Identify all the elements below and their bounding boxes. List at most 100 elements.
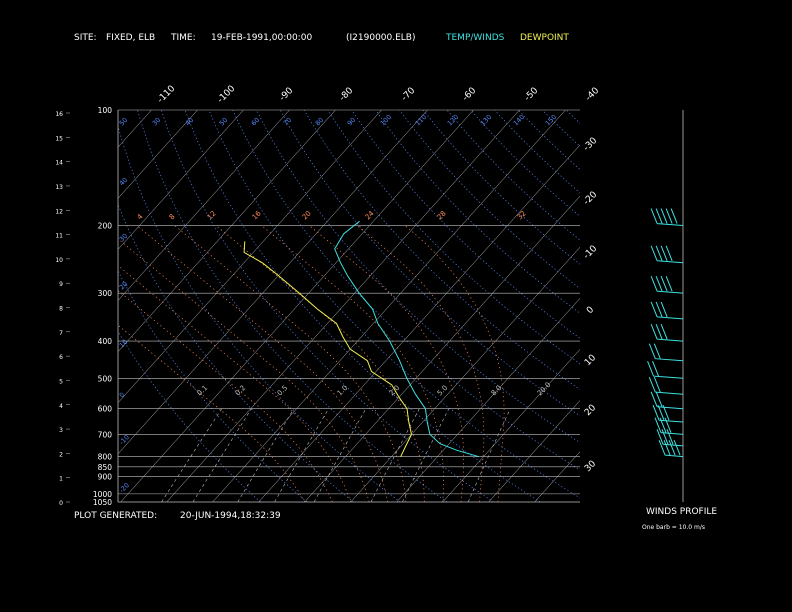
dry-adiabat-label: 50 [118,116,130,128]
pressure-tick-label: 900 [98,472,113,481]
mixing-ratio-label: 0.1 [196,384,210,398]
dry-adiabat-line [470,110,580,217]
height-tick-label: 14 [55,160,63,167]
wind-barb-staff [665,454,684,458]
moist-adiabat-label: 4 [136,212,145,221]
wind-barb-flag [657,405,665,421]
moist-adiabat-label: 32 [516,209,528,221]
wind-barb-flag [665,208,673,224]
isotherm-top-label: -50 [523,86,541,104]
mixing-ratio-line [402,408,450,502]
height-tick-label: 12 [55,208,63,215]
moist-adiabat-line [309,225,465,502]
file-id: (I2190000.ELB) [346,33,416,43]
dry-adiabat-line [399,110,580,290]
temperature-line [334,220,480,458]
time-label: TIME: [171,33,196,43]
wind-barb-flag [670,208,678,224]
isotherm-line [396,297,580,502]
height-tick-label: 3 [59,427,63,434]
isotherm-right-label: -20 [582,190,600,208]
isotherm-line [118,110,290,301]
wind-barb-staff [657,338,684,342]
height-tick-label: 15 [55,135,63,142]
dry-adiabat-line [446,110,580,241]
pressure-tick-label: 800 [98,453,113,462]
isotherm-line [118,110,428,455]
pressure-tick-label: 400 [98,337,113,346]
moist-adiabat-label: 20 [301,209,313,221]
wind-barb-flag [660,208,668,224]
wind-barb-flag [654,417,662,433]
dry-adiabat-line [118,203,354,502]
wind-barb-flag [655,276,663,292]
wind-barb-flag [650,276,658,292]
dry-adiabat-line [118,270,308,502]
dry-adiabat-line [375,110,580,314]
pressure-tick-label: 500 [98,374,113,383]
wind-barb-flag [648,376,656,393]
theta-label: 40 [184,116,196,128]
wind-barb-staff [658,419,684,423]
height-tick-label: 4 [59,403,63,410]
wind-barb-flag [653,376,661,393]
wind-barb-flag [650,245,658,261]
wind-barb-staff [653,375,684,379]
isotherm-line [442,349,580,502]
wind-barb-staff [657,260,684,264]
dewpoint-line [243,241,413,457]
dry-adiabat-line [518,110,580,170]
dry-adiabat-line [494,110,580,194]
moist-adiabat-line [404,225,505,502]
isotherm-top-label: -70 [400,86,418,104]
wind-barb-flag [652,360,660,377]
legend-dewpoint: DEWPOINT [520,33,569,43]
height-tick-label: 6 [59,354,63,361]
mixing-ratio-line [370,408,420,502]
wind-barb-flag [650,301,658,318]
isotherm-right-label: 0 [585,305,596,316]
wind-barb-flag [653,343,661,359]
mixing-ratio-line [237,408,295,502]
wind-barb-flag [661,429,669,445]
wind-barb-staff [657,316,684,320]
moist-adiabat-line [215,225,425,502]
isotherm-line [488,400,580,502]
isotherm-line [581,110,792,502]
plot-generated-label: PLOT GENERATED: [74,511,158,521]
wind-barb-staff [657,406,684,410]
isotherm-right-label: -30 [582,136,600,154]
height-tick-label: 1 [59,476,63,483]
wind-barb-flag [656,429,664,445]
dry-adiabat-line [208,110,580,499]
isotherm-top-label: -60 [461,86,479,104]
isotherm-line [120,110,474,502]
moist-adiabat-label: 28 [436,209,448,221]
theta-label: 90 [346,116,358,128]
theta-label: 30 [151,116,163,128]
moist-adiabat-label: 8 [168,213,177,222]
dry-adiabat-line [565,110,580,124]
theta-label: 50 [218,116,230,128]
pressure-tick-label: 200 [98,222,113,231]
isotherm-line [0,110,105,502]
mixing-ratio-line [467,408,511,502]
winds-profile [647,110,684,502]
plot-generated-value: 20-JUN-1994,18:32:39 [180,511,281,521]
isotherm-line [212,110,566,502]
pressure-tick-label: 100 [98,106,113,115]
isotherm-line [118,110,382,404]
isotherm-line [350,246,580,502]
height-tick-label: 11 [55,233,63,240]
dry-adiabat-label: 0 [118,391,127,400]
wind-barb-flag [655,323,663,340]
wind-barb-flag [673,439,681,456]
isotherm-right-label: 30 [583,459,598,474]
wind-barb-staff [660,432,684,435]
pressure-tick-label: 300 [98,289,113,298]
theta-label: 60 [250,116,262,128]
wind-barb-flag [666,429,674,445]
theta-label: 130 [479,113,493,127]
mixing-ratio-label: 20.0 [536,381,553,398]
dry-adiabat-line [422,110,580,265]
